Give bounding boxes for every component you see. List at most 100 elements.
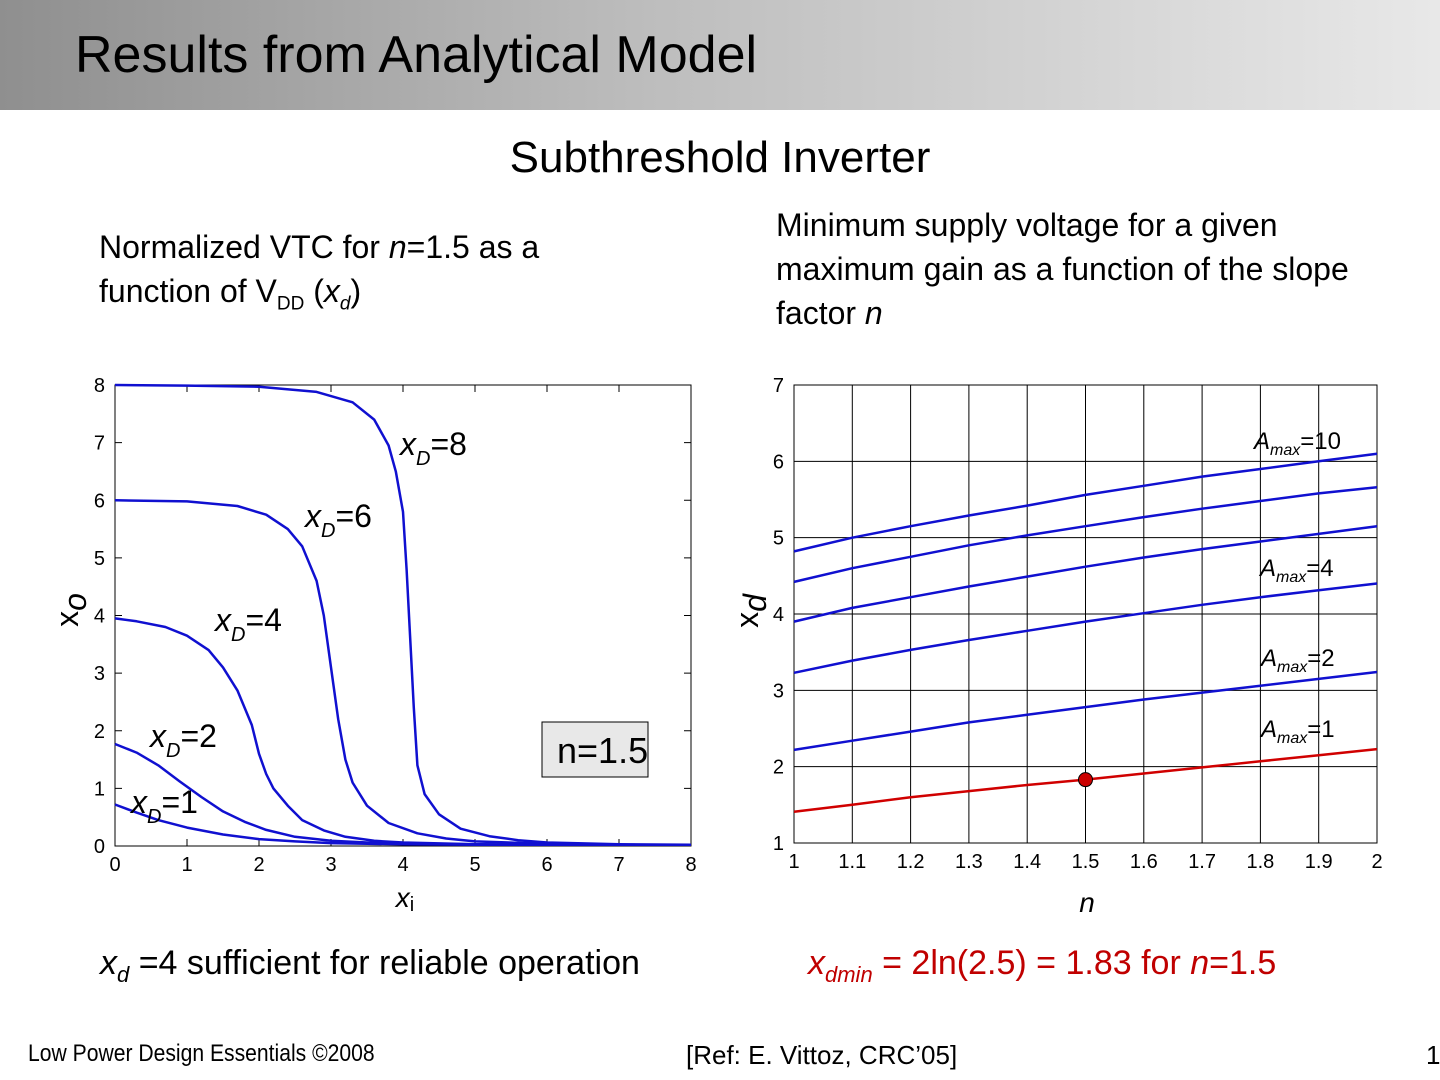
series-line xyxy=(793,524,1378,623)
y-tick-label: 3 xyxy=(773,680,784,702)
series-line xyxy=(114,383,692,847)
vtc-chart: 0 1 2 3 4 5 6 7 8012345678xD=8xD=6xD=4xD=2xD=1xi… xyxy=(49,375,697,916)
x-tick-label: 6 xyxy=(541,854,552,876)
series-label-var: x xyxy=(398,426,417,462)
series-label: Amax=4 xyxy=(1258,555,1334,586)
series-label-var: x xyxy=(148,718,167,754)
annotation-box xyxy=(541,721,649,778)
title-bar xyxy=(0,0,1440,110)
y-tick-label: 4 xyxy=(773,604,784,626)
x-tick-label: 2 xyxy=(253,854,264,876)
y-axis-label-sub: d xyxy=(737,593,773,612)
series-label-value: =2 xyxy=(1307,645,1334,672)
desc-text: Normalized VTC for xyxy=(99,229,389,265)
y-axis-label: xo xyxy=(49,593,93,627)
x-tick-label: 1 xyxy=(181,854,192,876)
series-line xyxy=(114,617,691,847)
x-tick-label: 1 xyxy=(788,851,799,873)
series-label: xD=2 xyxy=(148,718,217,762)
series-line xyxy=(793,452,1378,553)
y-tick-label: 5 xyxy=(773,528,784,550)
x-tick-label: 7 xyxy=(613,854,624,876)
y-tick-label: 2 xyxy=(94,721,105,743)
desc-var-n: n xyxy=(864,295,883,331)
x-axis-label-var: n xyxy=(1079,887,1095,918)
series-line xyxy=(793,582,1378,675)
x-tick-label: 4 xyxy=(397,854,408,876)
series-label: Amax=1 xyxy=(1259,716,1335,747)
x-axis-label-var: x xyxy=(394,882,411,913)
series-label: xD=6 xyxy=(303,498,372,542)
series-label: xD=1 xyxy=(129,784,198,828)
annotation-text: n=1.5 xyxy=(557,730,648,771)
series-line xyxy=(793,486,1378,584)
series-label-var: A xyxy=(1259,716,1277,743)
x-tick-label: 1.2 xyxy=(897,851,925,873)
y-axis-label-sub: o xyxy=(57,593,93,611)
series-label: xD=8 xyxy=(398,426,467,470)
desc-text: ) xyxy=(350,273,362,309)
y-tick-label: 7 xyxy=(94,433,105,455)
series-label-value: =4 xyxy=(1306,555,1333,582)
note-var-x: x xyxy=(100,944,117,982)
plot-frame xyxy=(793,384,1378,844)
y-tick-label: 3 xyxy=(94,663,105,685)
series-label-sub: D xyxy=(147,806,161,828)
y-axis-label-var: x xyxy=(729,612,765,628)
left-conclusion: xd =4 sufficient for reliable operation xyxy=(100,943,640,995)
x-axis-label-sub: i xyxy=(410,894,414,916)
series-label-sub: max xyxy=(1276,569,1307,586)
right-chart-description: Minimum supply voltage for a given maxim… xyxy=(776,203,1396,335)
y-tick-label: 2 xyxy=(773,757,784,779)
series-label-var: A xyxy=(1258,555,1276,582)
x-tick-label: 8 xyxy=(685,854,696,876)
y-tick-label: 8 xyxy=(94,375,105,397)
series-label-sub: max xyxy=(1270,442,1301,459)
note-subscript: dmin xyxy=(825,961,873,987)
desc-text: function of V xyxy=(99,273,277,309)
series-label-value: =1 xyxy=(1307,716,1334,743)
series-label-sub: max xyxy=(1277,730,1308,747)
x-tick-label: 0 xyxy=(109,854,120,876)
desc-text: Minimum supply voltage for a given maxim… xyxy=(776,207,1349,331)
slide-subtitle: Subthreshold Inverter xyxy=(509,133,931,182)
y-tick-label: 1 xyxy=(773,833,784,855)
desc-text: =1.5 as a xyxy=(406,229,540,265)
y-axis-label: xd xyxy=(729,593,773,628)
y-tick-label: 5 xyxy=(94,548,105,570)
highlight-point xyxy=(1078,772,1093,788)
series-label-value: =10 xyxy=(1300,428,1341,455)
series-label: Amax=2 xyxy=(1259,645,1335,676)
series-label-sub: max xyxy=(1277,659,1308,676)
series-label-value: =2 xyxy=(180,718,216,754)
x-tick-label: 1.6 xyxy=(1130,851,1158,873)
x-tick-label: 1.1 xyxy=(838,851,866,873)
y-tick-label: 1 xyxy=(94,778,105,800)
y-tick-label: 6 xyxy=(773,451,784,473)
series-label-value: =8 xyxy=(430,426,466,462)
series-label-sub: D xyxy=(166,740,180,762)
note-var-n: n xyxy=(1190,944,1210,982)
desc-var-n: n xyxy=(388,229,407,265)
note-text: =1.5 xyxy=(1209,944,1277,982)
left-chart-description: Normalized VTC for n=1.5 as a function of… xyxy=(99,225,659,326)
series-label-var: A xyxy=(1252,428,1270,455)
y-tick-label: 6 xyxy=(94,490,105,512)
y-axis-label-var: x xyxy=(49,611,85,627)
series-line xyxy=(114,499,691,847)
series-line xyxy=(114,803,691,847)
note-text: =4 sufficient for reliable operation xyxy=(129,944,640,982)
y-tick-label: 4 xyxy=(94,606,105,628)
series-label-sub: D xyxy=(231,624,245,646)
x-tick-label: 1.5 xyxy=(1072,851,1100,873)
x-axis-label: xi xyxy=(394,882,414,916)
x-tick-label: 1.8 xyxy=(1246,851,1274,873)
page-number: 11 xyxy=(1426,1040,1440,1070)
note-var-x: x xyxy=(808,944,825,982)
slide-title: Results from Analytical Model xyxy=(75,26,758,84)
min-supply-chart: 1 1.1 1.2 1.3 1.4 1.5 1.6 1.7 1.8 1.9 2 1 2 3 4 5 6 7 Amax… xyxy=(729,375,1383,918)
desc-var-x: x xyxy=(323,273,340,309)
x-tick-label: 1.9 xyxy=(1305,851,1333,873)
series-label-var: x xyxy=(303,498,322,534)
series-label-var: x xyxy=(129,784,148,820)
